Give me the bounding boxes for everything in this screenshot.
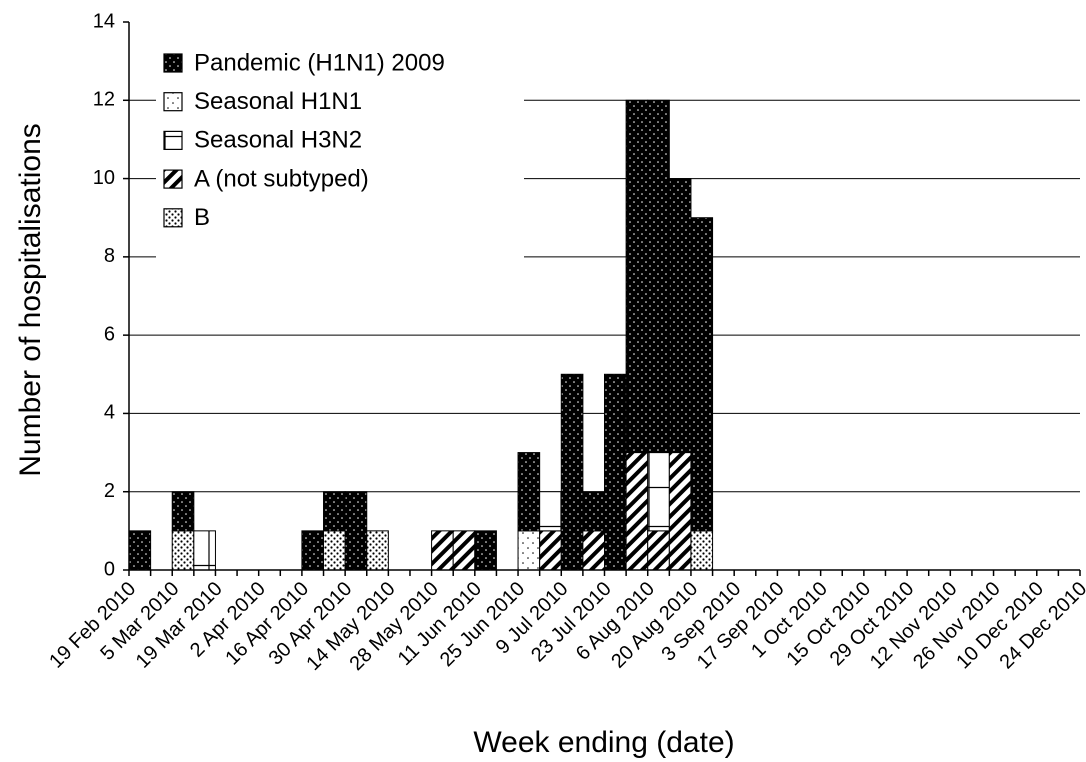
y-tick-label: 10 — [93, 167, 115, 189]
bar-segment — [625, 452, 649, 571]
bar-segment — [452, 530, 476, 571]
bar-segment — [668, 178, 692, 454]
y-tick-label: 8 — [104, 245, 115, 267]
y-axis-title: Number of hospitalisations — [14, 123, 47, 477]
legend-box — [156, 40, 524, 280]
bar-segment — [301, 530, 325, 571]
legend-swatch — [163, 130, 183, 150]
bar-segment — [690, 530, 714, 571]
legend-swatch — [163, 92, 183, 112]
y-tick-label: 6 — [104, 323, 115, 345]
bar-segment — [560, 373, 584, 571]
bar-segment — [128, 530, 152, 571]
bar-segment — [647, 99, 670, 454]
y-tick-label: 14 — [93, 10, 115, 32]
bar-segment — [539, 530, 562, 571]
bar-segment — [344, 491, 368, 571]
bar-segment — [604, 373, 627, 571]
bar-segment — [690, 217, 714, 532]
bar-segment — [539, 491, 562, 532]
y-tick-label: 0 — [104, 558, 115, 580]
y-tick-label: 4 — [104, 402, 115, 424]
bar-segment — [193, 530, 216, 571]
legend-label: Seasonal H3N2 — [194, 127, 362, 154]
bar-segment — [366, 530, 389, 571]
legend-swatch — [163, 169, 183, 189]
bar-segment — [171, 530, 195, 571]
bar-segment — [625, 99, 649, 454]
bar-segment — [323, 530, 346, 571]
legend-swatch — [163, 208, 183, 228]
legend-label: Seasonal H1N1 — [194, 88, 362, 115]
bar-segment — [323, 491, 346, 532]
bar-segment — [171, 491, 195, 532]
bar-segment — [582, 491, 605, 532]
y-tick-label: 2 — [104, 480, 115, 502]
legend-swatch — [163, 53, 183, 73]
bar-segment — [517, 530, 541, 571]
bar-segment — [474, 530, 497, 571]
y-tick-label: 12 — [93, 89, 115, 111]
bar-segment — [517, 452, 541, 532]
bar-segment — [668, 452, 692, 571]
bar-segment — [582, 530, 605, 571]
legend-label: B — [194, 204, 210, 231]
bar-segment — [647, 530, 670, 571]
x-axis-title: Week ending (date) — [473, 726, 734, 759]
legend-label: A (not subtyped) — [194, 165, 369, 192]
bar-segment — [647, 452, 670, 532]
bar-segment — [431, 530, 454, 571]
legend-label: Pandemic (H1N1) 2009 — [194, 49, 445, 76]
